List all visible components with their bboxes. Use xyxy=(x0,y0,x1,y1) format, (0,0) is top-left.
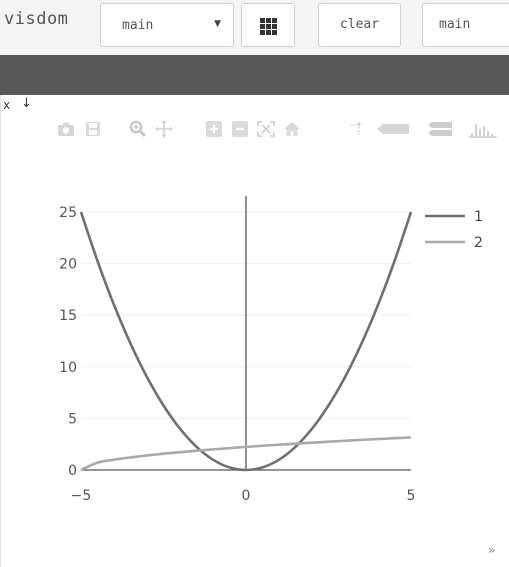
plot-pane: x ↓ xyxy=(0,95,509,567)
connection-status-bar xyxy=(0,55,509,95)
layout-grid-button[interactable] xyxy=(241,3,295,47)
home-icon[interactable] xyxy=(281,119,303,139)
environment-select-value: main xyxy=(122,18,153,33)
view-select-input[interactable]: main xyxy=(422,3,509,47)
zoom-icon[interactable] xyxy=(127,119,149,139)
autoscale-icon[interactable] xyxy=(255,119,277,139)
zoom-in-icon[interactable] xyxy=(203,119,225,139)
top-toolbar: visdom main ▼ clear main xyxy=(0,0,509,55)
clear-button[interactable]: clear xyxy=(318,3,401,47)
resize-grip-icon[interactable]: » xyxy=(488,543,495,557)
camera-icon[interactable] xyxy=(55,119,77,139)
hover-compare-icon[interactable] xyxy=(425,119,455,139)
grid-icon xyxy=(260,18,277,35)
hover-closest-icon[interactable] xyxy=(373,119,413,139)
zoom-out-icon[interactable] xyxy=(229,119,251,139)
app-logo: visdom xyxy=(4,9,68,29)
pan-icon[interactable] xyxy=(153,119,175,139)
close-pane-button[interactable]: x xyxy=(3,98,10,112)
chevron-down-icon: ▼ xyxy=(214,19,221,29)
environment-select[interactable]: main ▼ xyxy=(100,3,234,47)
save-icon[interactable] xyxy=(82,119,104,139)
download-arrow-icon[interactable]: ↓ xyxy=(21,96,32,111)
plotly-logo-icon[interactable] xyxy=(467,119,499,139)
spike-lines-icon[interactable] xyxy=(345,119,367,139)
